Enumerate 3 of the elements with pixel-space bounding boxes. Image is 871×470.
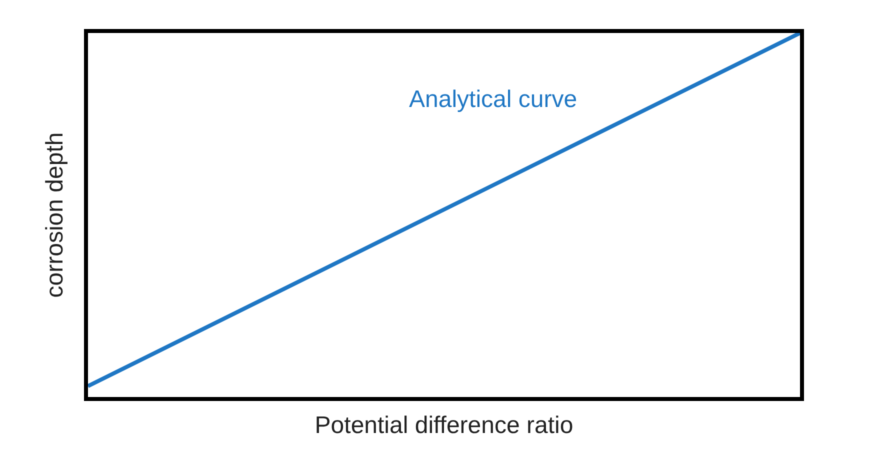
y-axis-title: corrosion depth	[42, 132, 69, 298]
annotation: Analytical curve	[409, 86, 578, 113]
x-axis-title: Potential difference ratio	[314, 412, 574, 440]
